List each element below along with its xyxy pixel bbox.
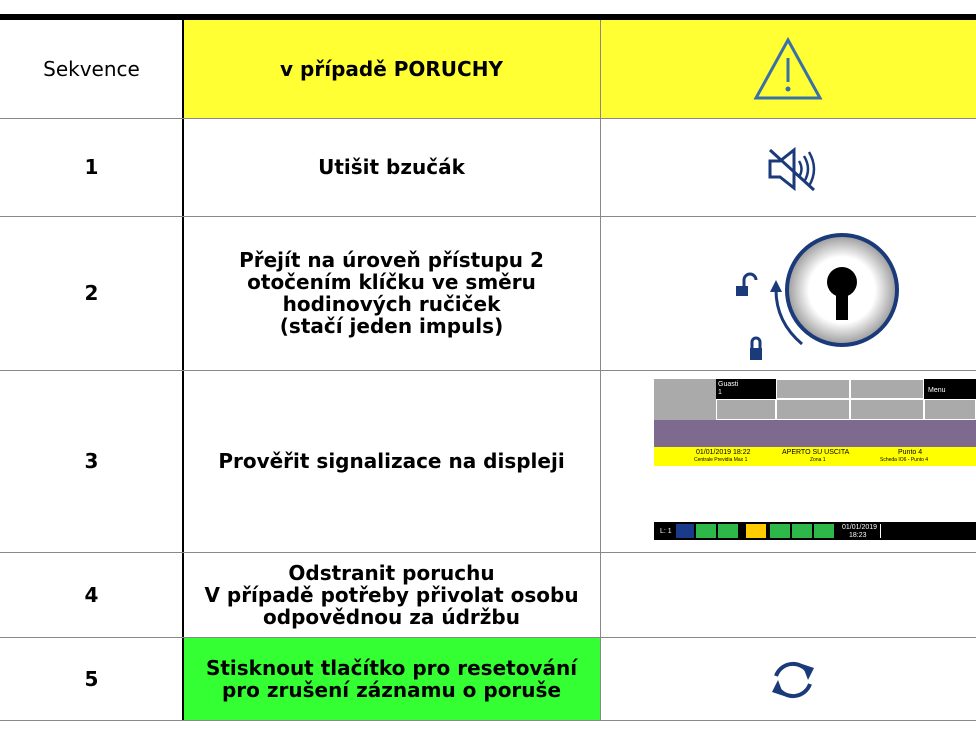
- display-cell: [924, 379, 976, 399]
- display-cell: [716, 399, 776, 420]
- display-text: L: 1: [660, 528, 672, 535]
- display-text: 01/01/2019 18:22: [696, 449, 751, 456]
- display-text: Centrale Previdia Max 1: [694, 457, 748, 463]
- row-rule: [0, 637, 976, 638]
- step-cell: 1: [0, 118, 183, 216]
- step-number: 2: [84, 281, 99, 305]
- header-text: Sekvence: [43, 57, 140, 81]
- row-rule: [0, 216, 976, 217]
- display-cell: [776, 379, 850, 399]
- display-cell: [924, 399, 976, 420]
- instruction-line: V případě potřeby přivolat osobu: [204, 582, 579, 607]
- key-switch-icon: [736, 233, 899, 360]
- display-cell: [716, 379, 776, 399]
- display-text: 1: [718, 389, 722, 396]
- display-cell: [776, 399, 850, 420]
- status-icon: [814, 524, 834, 538]
- status-icon: [770, 524, 790, 538]
- display-band: [654, 420, 976, 447]
- step-number: 4: [84, 582, 99, 607]
- row-rule: [0, 552, 976, 553]
- top-rule: [0, 14, 976, 20]
- instruction-cell: Stisknout tlačítko pro resetování pro zru…: [183, 637, 600, 720]
- display-cell: [850, 399, 924, 420]
- instruction-line: odpovědnou za údržbu: [263, 604, 520, 629]
- step-cell: 5: [0, 637, 183, 720]
- header-cell: v případě PORUCHY: [183, 20, 600, 118]
- instruction-line: (stačí jeden impuls): [279, 314, 504, 338]
- display-text: APERTO SU USCITA: [782, 449, 850, 456]
- step-cell: 4: [0, 552, 183, 637]
- mute-icon: [768, 146, 816, 192]
- status-icon: [696, 524, 716, 538]
- display-text: Zona 1: [810, 457, 826, 463]
- display-text: Guasti: [718, 381, 739, 388]
- instruction-cell: Přejít na úroveň přístupu 2 otočením klíč…: [183, 216, 600, 370]
- step-number: 3: [84, 449, 99, 473]
- reset-icon: [772, 661, 814, 699]
- instruction-cell: Prověřit signalizace na displeji: [183, 370, 600, 552]
- step-cell: 3: [0, 370, 183, 552]
- header-cell: Sekvence: [0, 20, 183, 118]
- display-text: 01/01/2019: [842, 524, 878, 531]
- instruction-line: Přejít na úroveň přístupu 2: [239, 248, 544, 272]
- instruction-line: Utišit bzučák: [318, 155, 465, 179]
- display-text: Scheda IO6 - Punto 4: [880, 457, 929, 463]
- display-event-row: [654, 447, 976, 466]
- display-screenshot: Guasti 1 Menu 01/01/2019 18:22 Centrale …: [654, 379, 976, 540]
- home-icon: [880, 524, 976, 538]
- display-cell: [850, 379, 924, 399]
- display-text: 18:23: [849, 532, 867, 539]
- instruction-line: Stisknout tlačítko pro resetování: [205, 655, 578, 680]
- row-rule: [0, 118, 976, 119]
- highlight-bg: [183, 637, 600, 720]
- status-icon: [792, 524, 812, 538]
- instruction-line: hodinových ručiček: [282, 292, 501, 316]
- instruction-cell: Odstranit poruchu V případě potřeby přivo…: [183, 552, 600, 637]
- display-text: Punto 4: [898, 449, 923, 456]
- status-icon: [718, 524, 738, 538]
- row-rule: [0, 370, 976, 371]
- instruction-line: Odstranit poruchu: [288, 560, 495, 585]
- flag-icon: [676, 524, 694, 538]
- header-bg: [183, 20, 600, 118]
- display-text: Menu: [928, 387, 946, 394]
- status-icon: [746, 524, 766, 538]
- step-cell: 2: [0, 216, 183, 370]
- warning-icon: [753, 36, 823, 100]
- instruction-line: pro zrušení záznamu o poruše: [221, 677, 562, 702]
- step-number: 5: [84, 666, 99, 691]
- instruction-line: otočením klíčku ve směru: [247, 270, 536, 294]
- instruction-line: Prověřit signalizace na displeji: [218, 449, 565, 473]
- step-number: 1: [84, 155, 99, 179]
- header-text: v případě PORUCHY: [280, 57, 503, 81]
- row-rule: [0, 720, 976, 721]
- instruction-cell: Utišit bzučák: [183, 118, 600, 216]
